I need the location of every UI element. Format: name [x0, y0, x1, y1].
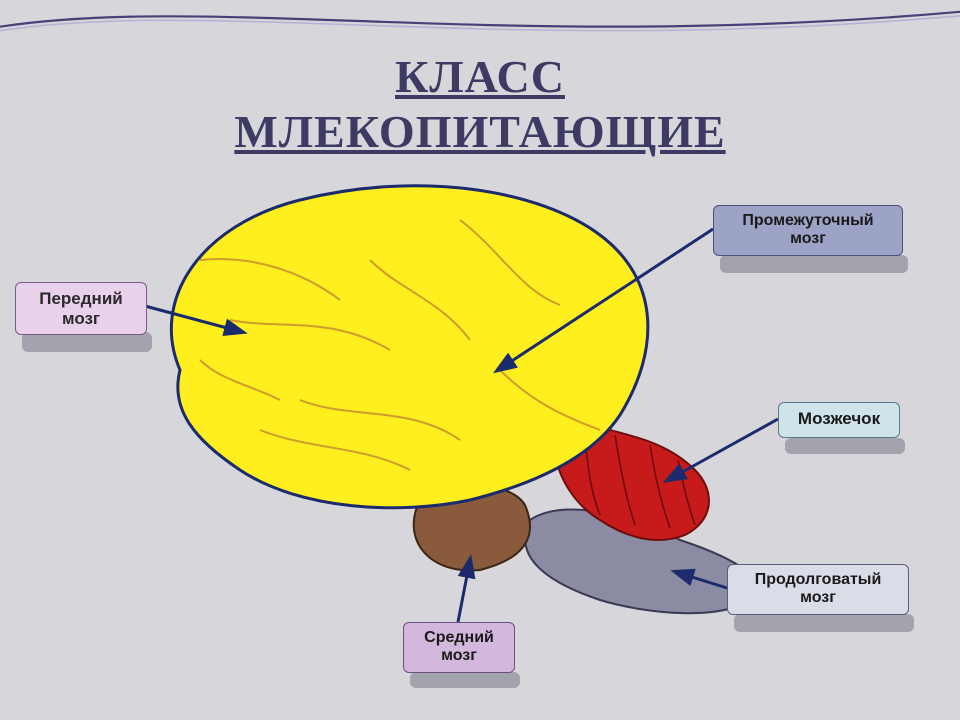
label-forebrain: Передний мозг [15, 282, 147, 335]
label-shadow [410, 672, 520, 688]
label-midbrain: Средний мозг [403, 622, 515, 673]
label-shadow [734, 614, 914, 632]
label-shadow [720, 255, 908, 273]
label-shadow [785, 438, 905, 454]
slide-title-line2: МЛЕКОПИТАЮЩИЕ [0, 105, 960, 158]
brain-diagram [171, 186, 756, 613]
label-diencephalon: Промежуточный мозг [713, 205, 903, 256]
label-cerebellum: Мозжечок [778, 402, 900, 438]
decor-curve [0, 10, 960, 34]
slide-title-line1: КЛАСС [0, 50, 960, 103]
label-medulla: Продолговатый мозг [727, 564, 909, 615]
